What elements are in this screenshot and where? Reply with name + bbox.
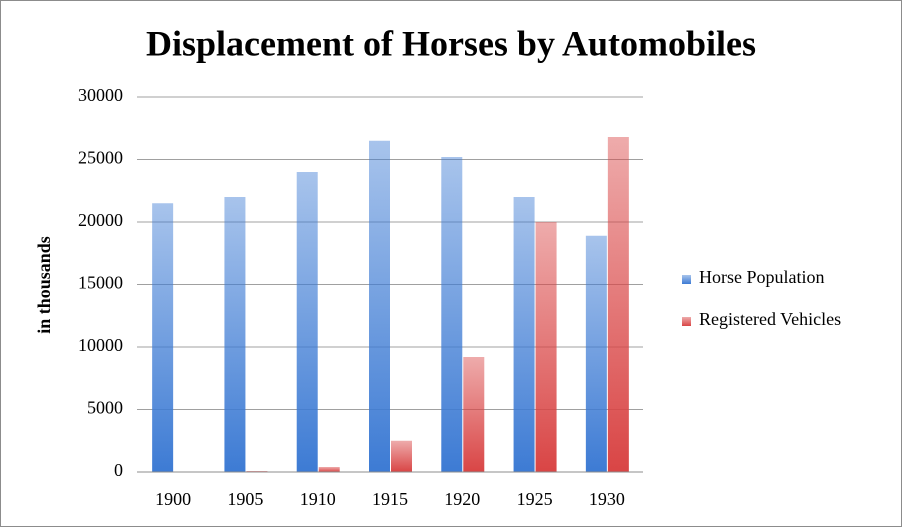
y-tick-label: 0 [114, 460, 123, 480]
y-tick-label: 25000 [78, 148, 123, 168]
bar [513, 197, 535, 472]
y-tick-label: 15000 [78, 273, 123, 293]
y-axis-label: in thousands [34, 236, 54, 334]
y-tick-label: 5000 [87, 398, 123, 418]
bar [224, 197, 246, 472]
bar [369, 140, 390, 472]
y-tick-label: 30000 [78, 85, 123, 105]
bar [318, 467, 340, 472]
chart-title: Displacement of Horses by Automobiles [146, 23, 756, 63]
bar [391, 440, 412, 472]
x-tick-label: 1925 [517, 489, 553, 509]
y-tick-label: 20000 [78, 210, 123, 230]
legend-label: Horse Population [699, 267, 825, 287]
x-tick-label: 1915 [372, 489, 408, 509]
x-tick-label: 1920 [444, 489, 480, 509]
legend-swatch [682, 317, 691, 326]
x-tick-label: 1900 [155, 489, 191, 509]
bar [463, 357, 485, 472]
x-tick-label: 1930 [589, 489, 625, 509]
bar [607, 137, 629, 472]
legend-label: Registered Vehicles [699, 309, 841, 329]
legend-swatch [682, 275, 691, 284]
bar [441, 157, 463, 472]
x-tick-label: 1905 [227, 489, 263, 509]
y-tick-label: 10000 [78, 335, 123, 355]
bar [296, 172, 318, 472]
x-tick-label: 1910 [300, 489, 336, 509]
bar [535, 222, 557, 472]
bar [152, 203, 174, 472]
bar [585, 235, 607, 472]
